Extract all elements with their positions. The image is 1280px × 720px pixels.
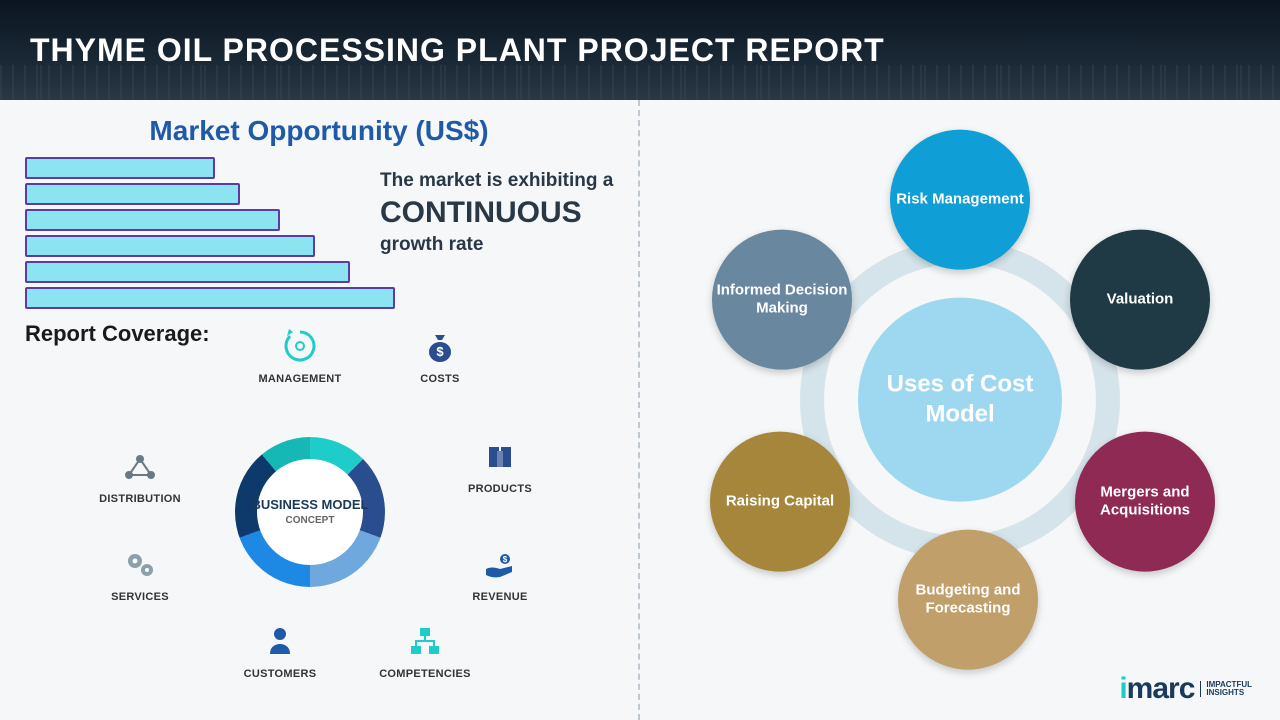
bar [25, 235, 315, 257]
cost-model-diagram: Uses of Cost Model Risk ManagementValuat… [700, 140, 1220, 660]
gears-icon [121, 545, 159, 583]
bm-item-services: SERVICES [85, 545, 195, 605]
bm-item-products: PRODUCTS [445, 437, 555, 497]
bar [25, 261, 350, 283]
person-icon [261, 622, 299, 660]
satellite-raising-capital: Raising Capital [710, 432, 850, 572]
satellite-risk-management: Risk Management [890, 130, 1030, 270]
header: THYME OIL PROCESSING PLANT PROJECT REPOR… [0, 0, 1280, 100]
growth-line3: growth rate [380, 234, 620, 256]
bm-item-competencies: COMPETENCIES [370, 622, 480, 682]
growth-text: The market is exhibiting a CONTINUOUS gr… [380, 170, 620, 256]
bar [25, 157, 215, 179]
market-opportunity-title: Market Opportunity (US$) [25, 115, 613, 147]
satellite-budgeting-and-forecasting: Budgeting and Forecasting [898, 530, 1038, 670]
bar [25, 183, 240, 205]
satellite-valuation: Valuation [1070, 230, 1210, 370]
satellite-informed-decision-making: Informed Decision Making [712, 230, 852, 370]
svg-text:$: $ [503, 555, 508, 564]
box-icon [481, 437, 519, 475]
logo-tagline: IMPACTFUL INSIGHTS [1200, 681, 1252, 697]
business-model-center-label: BUSINESS MODEL CONCEPT [251, 498, 368, 526]
growth-line1: The market is exhibiting a [380, 170, 620, 192]
moneybag-icon: $ [421, 327, 459, 365]
cost-model-center: Uses of Cost Model [858, 298, 1062, 502]
bm-item-customers: CUSTOMERS [225, 622, 335, 682]
bar [25, 209, 280, 231]
svg-text:$: $ [436, 344, 444, 359]
bm-item-costs: $COSTS [385, 327, 495, 387]
bm-item-revenue: $REVENUE [445, 545, 555, 605]
satellite-mergers-and-acquisitions: Mergers and Acquisitions [1075, 432, 1215, 572]
left-panel: Market Opportunity (US$) The market is e… [0, 100, 640, 720]
cycle-icon [281, 327, 319, 365]
page-title: THYME OIL PROCESSING PLANT PROJECT REPOR… [30, 32, 885, 69]
bm-item-distribution: DISTRIBUTION [85, 447, 195, 507]
growth-line2: CONTINUOUS [380, 196, 620, 230]
bar [25, 287, 395, 309]
bm-item-management: MANAGEMENT [245, 327, 355, 387]
business-model-center: BUSINESS MODEL CONCEPT [235, 437, 385, 587]
right-panel: Uses of Cost Model Risk Management Valuat… [640, 100, 1280, 720]
network-icon [121, 447, 159, 485]
hand-icon: $ [481, 545, 519, 583]
org-icon [406, 622, 444, 660]
content: Market Opportunity (US$) The market is e… [0, 100, 1280, 720]
logo-text: iimarcmarc [1119, 672, 1194, 706]
brand-logo: iimarcmarc IMPACTFUL INSIGHTS [1119, 672, 1252, 706]
business-model-diagram: BUSINESS MODEL CONCEPT MANAGEMENT $COSTS D… [25, 327, 585, 667]
